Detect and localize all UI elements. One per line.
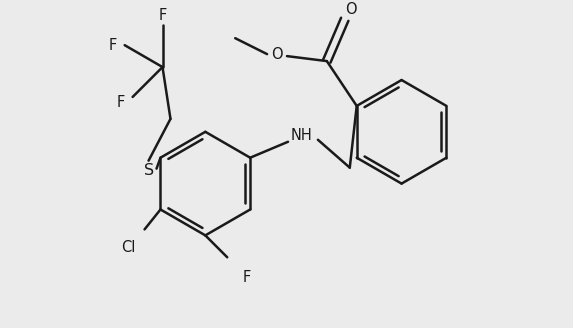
Text: F: F [116,95,125,111]
Text: NH: NH [291,128,313,143]
Text: F: F [158,8,167,23]
Text: Cl: Cl [121,240,136,255]
Text: F: F [109,38,117,53]
Text: F: F [243,270,252,285]
Text: S: S [143,163,154,178]
Text: O: O [271,47,283,62]
Text: O: O [345,2,356,17]
